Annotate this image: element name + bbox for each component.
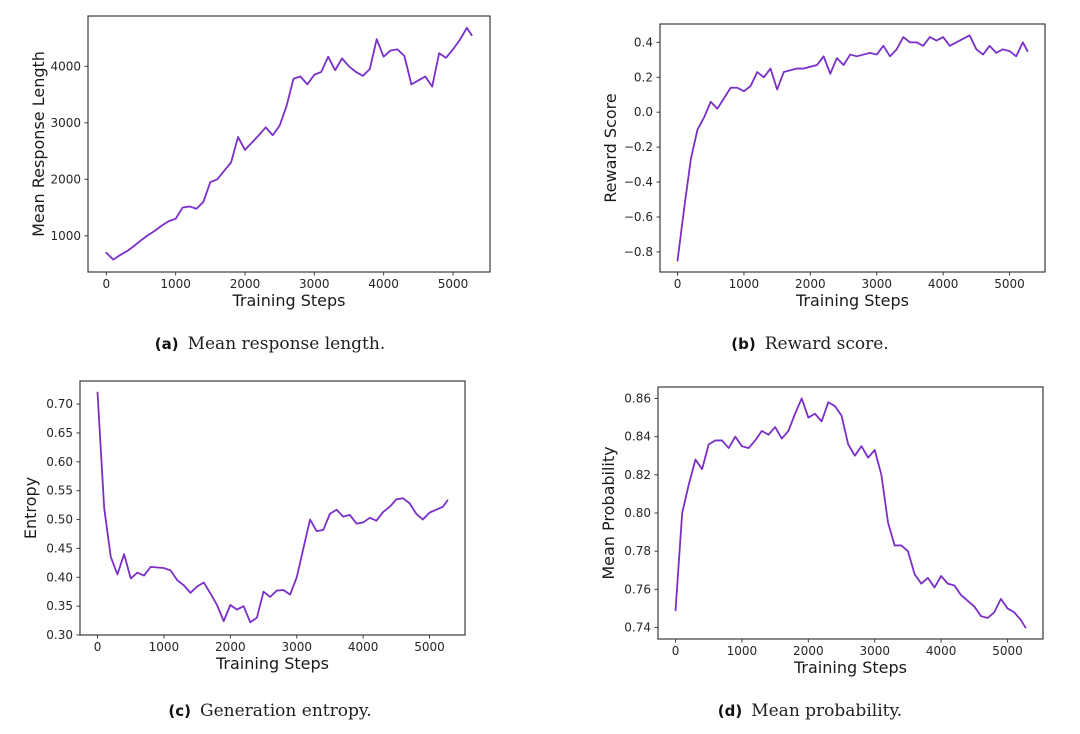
- y-axis-label: Entropy: [21, 477, 40, 539]
- y-axis-label: Mean Probability: [599, 446, 618, 579]
- x-axis-label: Training Steps: [232, 291, 346, 310]
- subfigure-b: 0 1000 2000 3000 4000 5000 −0.8 −0.6 −0.4 −0.2 0.0…: [540, 0, 1080, 367]
- caption-text-a: Mean response length.: [187, 334, 386, 354]
- x-axis-label: Training Steps: [793, 658, 907, 677]
- caption-label-c: (c): [168, 702, 191, 720]
- x-tick-label: 0: [672, 644, 680, 658]
- y-axis-label: Mean Response Length: [29, 51, 48, 237]
- mean-response-length-svg: 0 1000 2000 3000 4000 5000 1000 2000 3000 4000 Tra…: [29, 15, 491, 310]
- mean-probability-svg: 0 1000 2000 3000 4000 5000 0.74 0.76 0.78 0.80 0.8…: [599, 386, 1044, 677]
- y-tick-label: 0.80: [624, 506, 651, 520]
- caption-text-d: Mean probability.: [751, 701, 903, 721]
- x-tick-label: 3000: [299, 277, 330, 291]
- caption-label-a: (a): [154, 335, 179, 353]
- y-tick-label: 0.40: [46, 570, 73, 584]
- y-tick-label: −0.8: [624, 245, 653, 259]
- y-tick-label: 0.50: [46, 513, 73, 527]
- caption-text-b: Reward score.: [764, 334, 889, 354]
- caption-label-b: (b): [731, 335, 756, 353]
- subfigure-a-caption: (a) Mean response length.: [155, 334, 385, 354]
- generation-entropy-svg: 0 1000 2000 3000 4000 5000 0.30 0.35 0.40 0.45 0.5…: [21, 380, 466, 673]
- x-tick-label: 1000: [160, 277, 191, 291]
- y-axis-label: Reward Score: [601, 93, 620, 202]
- y-tick-label: 0.30: [46, 628, 73, 642]
- subfigure-c-caption: (c) Generation entropy.: [168, 701, 371, 721]
- axes-box: [657, 386, 1044, 640]
- y-tick-label: 0.74: [624, 621, 651, 635]
- x-tick-label: 0: [94, 640, 102, 654]
- y-tick-label: 0.60: [46, 455, 73, 469]
- y-tick-label: 0.45: [46, 541, 73, 555]
- caption-label-d: (d): [717, 702, 743, 720]
- x-tick-label: 4000: [348, 640, 379, 654]
- caption-text-c: Generation entropy.: [200, 701, 372, 721]
- subfigure-c: 0 1000 2000 3000 4000 5000 0.30 0.35 0.40 0.45 0.5…: [0, 367, 540, 734]
- x-tick-label: 5000: [992, 644, 1023, 658]
- series-line: [105, 26, 473, 261]
- subfigure-d-caption: (d) Mean probability.: [718, 701, 902, 721]
- x-tick-label: 3000: [859, 644, 890, 658]
- x-tick-label: 0: [674, 277, 682, 291]
- chart-reward-score: 0 1000 2000 3000 4000 5000 −0.8 −0.6 −0.4 −0.2 0.0…: [540, 0, 1080, 318]
- chart-mean-probability: 0 1000 2000 3000 4000 5000 0.74 0.76 0.78 0.80 0.8…: [540, 367, 1080, 685]
- axes-box: [79, 380, 466, 636]
- x-tick-label: 3000: [861, 277, 892, 291]
- y-tick-label: 0.76: [624, 582, 651, 596]
- series-line: [96, 391, 449, 624]
- x-tick-label: 4000: [928, 277, 959, 291]
- x-tick-label: 3000: [281, 640, 312, 654]
- subfigure-a: 0 1000 2000 3000 4000 5000 1000 2000 3000 4000 Tra…: [0, 0, 540, 367]
- axes-box: [659, 23, 1046, 273]
- y-tick-label: 3000: [50, 116, 81, 130]
- x-axis-label: Training Steps: [795, 291, 909, 310]
- x-tick-label: 2000: [795, 277, 826, 291]
- y-tick-label: 2000: [50, 172, 81, 186]
- x-axis-label: Training Steps: [215, 654, 329, 673]
- y-tick-label: 0.55: [46, 484, 73, 498]
- chart-generation-entropy: 0 1000 2000 3000 4000 5000 0.30 0.35 0.40 0.45 0.5…: [0, 367, 540, 685]
- y-tick-label: 0.35: [46, 599, 73, 613]
- x-tick-label: 2000: [793, 644, 824, 658]
- x-tick-label: 4000: [368, 277, 399, 291]
- y-tick-label: 0.65: [46, 426, 73, 440]
- subfigure-d: 0 1000 2000 3000 4000 5000 0.74 0.76 0.78 0.80 0.8…: [540, 367, 1080, 734]
- axes-box: [87, 15, 491, 273]
- y-tick-label: −0.6: [624, 210, 653, 224]
- y-tick-label: 0.2: [634, 70, 653, 84]
- series-line: [674, 397, 1027, 629]
- x-tick-label: 1000: [149, 640, 180, 654]
- series-line: [676, 34, 1029, 262]
- y-tick-label: −0.2: [624, 140, 653, 154]
- x-tick-label: 2000: [230, 277, 261, 291]
- y-tick-label: 0.86: [624, 391, 651, 405]
- y-tick-label: 0.84: [624, 430, 651, 444]
- y-tick-label: 0.0: [634, 105, 653, 119]
- x-tick-label: 2000: [215, 640, 246, 654]
- y-tick-label: 0.70: [46, 397, 73, 411]
- y-tick-label: −0.4: [624, 175, 653, 189]
- x-tick-label: 5000: [438, 277, 469, 291]
- y-tick-label: 1000: [50, 229, 81, 243]
- x-tick-label: 5000: [414, 640, 445, 654]
- subfigure-b-caption: (b) Reward score.: [731, 334, 888, 354]
- x-tick-label: 4000: [926, 644, 957, 658]
- x-tick-label: 1000: [727, 644, 758, 658]
- y-tick-label: 0.78: [624, 544, 651, 558]
- y-tick-label: 0.4: [634, 35, 653, 49]
- x-tick-label: 5000: [994, 277, 1025, 291]
- y-tick-label: 4000: [50, 59, 81, 73]
- reward-score-svg: 0 1000 2000 3000 4000 5000 −0.8 −0.6 −0.4 −0.2 0.0…: [601, 23, 1046, 310]
- y-tick-label: 0.82: [624, 468, 651, 482]
- x-tick-label: 1000: [729, 277, 760, 291]
- chart-mean-response-length: 0 1000 2000 3000 4000 5000 1000 2000 3000 4000 Tra…: [0, 0, 540, 318]
- x-tick-label: 0: [102, 277, 110, 291]
